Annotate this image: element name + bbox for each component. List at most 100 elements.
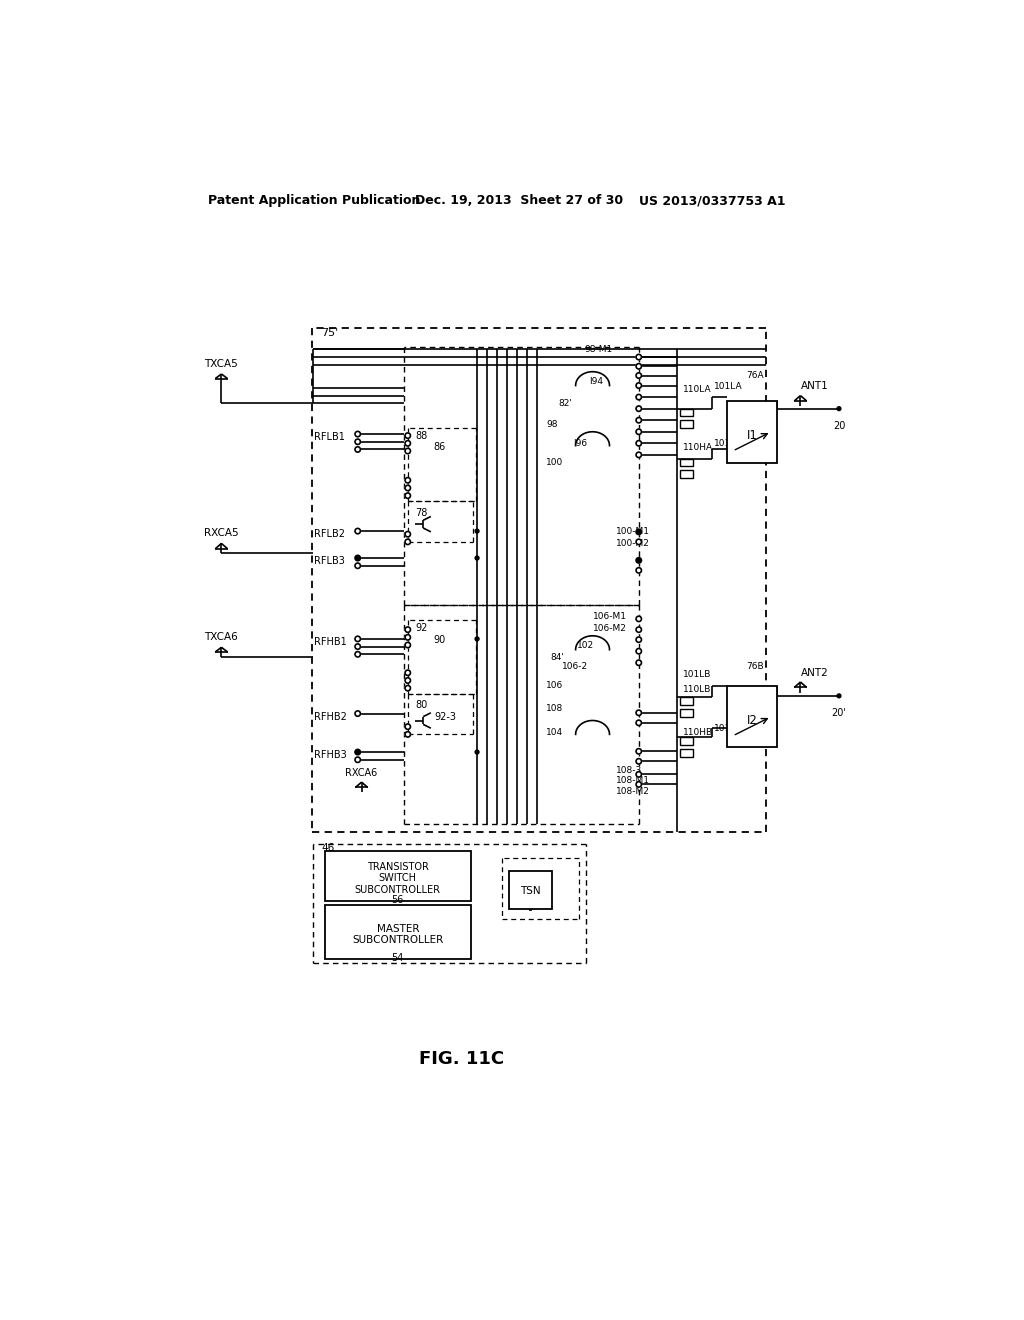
Circle shape — [406, 627, 411, 632]
Text: TRANSISTOR
SWITCH
SUBCONTROLLER: TRANSISTOR SWITCH SUBCONTROLLER — [354, 862, 440, 895]
Circle shape — [636, 721, 641, 726]
Text: 110HB: 110HB — [683, 727, 714, 737]
Circle shape — [406, 433, 411, 438]
Circle shape — [475, 638, 479, 640]
Text: RFHB3: RFHB3 — [313, 750, 346, 760]
Circle shape — [355, 556, 359, 560]
Text: RFHB1: RFHB1 — [313, 638, 346, 647]
Circle shape — [406, 486, 411, 491]
Text: 100-M1: 100-M1 — [615, 528, 649, 536]
Circle shape — [406, 441, 411, 446]
Bar — [680, 409, 693, 416]
Text: TSN: TSN — [520, 887, 541, 896]
Text: 75': 75' — [321, 329, 338, 338]
Text: TXCA5: TXCA5 — [205, 359, 239, 370]
Circle shape — [355, 564, 360, 569]
Text: 82': 82' — [558, 399, 571, 408]
Bar — [680, 738, 693, 744]
Text: 92: 92 — [416, 623, 428, 634]
Circle shape — [636, 759, 641, 764]
Text: 104: 104 — [547, 727, 563, 737]
Text: 110HA: 110HA — [683, 442, 714, 451]
Text: 20: 20 — [833, 421, 845, 432]
Circle shape — [636, 781, 641, 787]
Circle shape — [475, 556, 479, 560]
Text: 98: 98 — [547, 420, 558, 429]
Text: 110LA: 110LA — [683, 385, 712, 393]
Text: RFLB2: RFLB2 — [313, 529, 345, 539]
Bar — [680, 748, 693, 756]
Text: MASTER
SUBCONTROLLER: MASTER SUBCONTROLLER — [352, 924, 443, 945]
Text: 76B: 76B — [746, 663, 764, 671]
Circle shape — [406, 723, 411, 730]
Circle shape — [636, 710, 641, 715]
Text: 102: 102 — [578, 642, 594, 651]
Circle shape — [636, 638, 641, 643]
Circle shape — [406, 532, 411, 537]
Bar — [680, 459, 693, 466]
Text: 101LA: 101LA — [714, 381, 742, 391]
Text: 101LB: 101LB — [683, 669, 712, 678]
Circle shape — [637, 529, 641, 533]
Text: 80: 80 — [416, 700, 428, 710]
Bar — [325, 851, 471, 902]
Circle shape — [636, 395, 641, 400]
Circle shape — [636, 417, 641, 422]
Circle shape — [406, 677, 411, 684]
Text: 84': 84' — [550, 653, 564, 661]
Text: ANT1: ANT1 — [801, 381, 828, 391]
Text: FIG. 11C: FIG. 11C — [419, 1051, 504, 1068]
Text: 20': 20' — [831, 708, 847, 718]
Circle shape — [636, 354, 641, 360]
Circle shape — [355, 750, 359, 754]
Text: 92-3: 92-3 — [435, 711, 457, 722]
Text: I1: I1 — [746, 429, 758, 442]
Text: 106-2: 106-2 — [562, 663, 588, 671]
Text: 78: 78 — [416, 508, 428, 517]
Text: 46: 46 — [322, 842, 335, 853]
Text: TXCA6: TXCA6 — [205, 632, 239, 643]
Circle shape — [406, 539, 411, 545]
Text: RFLB1: RFLB1 — [313, 432, 345, 442]
Text: RXCA5: RXCA5 — [204, 528, 239, 539]
Text: 86: 86 — [433, 442, 445, 453]
Text: 100: 100 — [547, 458, 563, 467]
Text: I94: I94 — [589, 378, 603, 387]
Text: 108-3: 108-3 — [615, 766, 642, 775]
Text: 88: 88 — [416, 430, 428, 441]
Text: 76A: 76A — [746, 371, 764, 380]
Circle shape — [355, 528, 360, 533]
Circle shape — [406, 478, 411, 483]
Circle shape — [636, 748, 641, 754]
Bar — [680, 470, 693, 478]
Circle shape — [355, 432, 360, 437]
Text: 108: 108 — [547, 705, 563, 713]
Text: 54: 54 — [391, 953, 403, 962]
Circle shape — [636, 557, 641, 564]
Circle shape — [636, 568, 641, 573]
Circle shape — [636, 627, 641, 632]
Circle shape — [406, 643, 411, 648]
Circle shape — [636, 453, 641, 458]
Text: US 2013/0337753 A1: US 2013/0337753 A1 — [639, 194, 785, 207]
Text: ANT2: ANT2 — [801, 668, 828, 677]
Circle shape — [636, 363, 641, 370]
Text: I96: I96 — [573, 438, 588, 447]
Text: 110LB: 110LB — [683, 685, 712, 694]
Text: I2: I2 — [746, 714, 758, 727]
Circle shape — [636, 441, 641, 446]
Circle shape — [837, 407, 841, 411]
Text: 90: 90 — [433, 635, 445, 644]
Circle shape — [636, 648, 641, 653]
Circle shape — [355, 652, 360, 657]
Text: Patent Application Publication: Patent Application Publication — [208, 194, 420, 207]
Circle shape — [636, 372, 641, 379]
Circle shape — [406, 685, 411, 690]
Bar — [680, 697, 693, 705]
Circle shape — [475, 529, 479, 533]
Text: Dec. 19, 2013  Sheet 27 of 30: Dec. 19, 2013 Sheet 27 of 30 — [416, 194, 624, 207]
Circle shape — [837, 694, 841, 698]
Text: 108-M2: 108-M2 — [615, 787, 649, 796]
Text: 101HB: 101HB — [714, 723, 744, 733]
Circle shape — [636, 772, 641, 777]
